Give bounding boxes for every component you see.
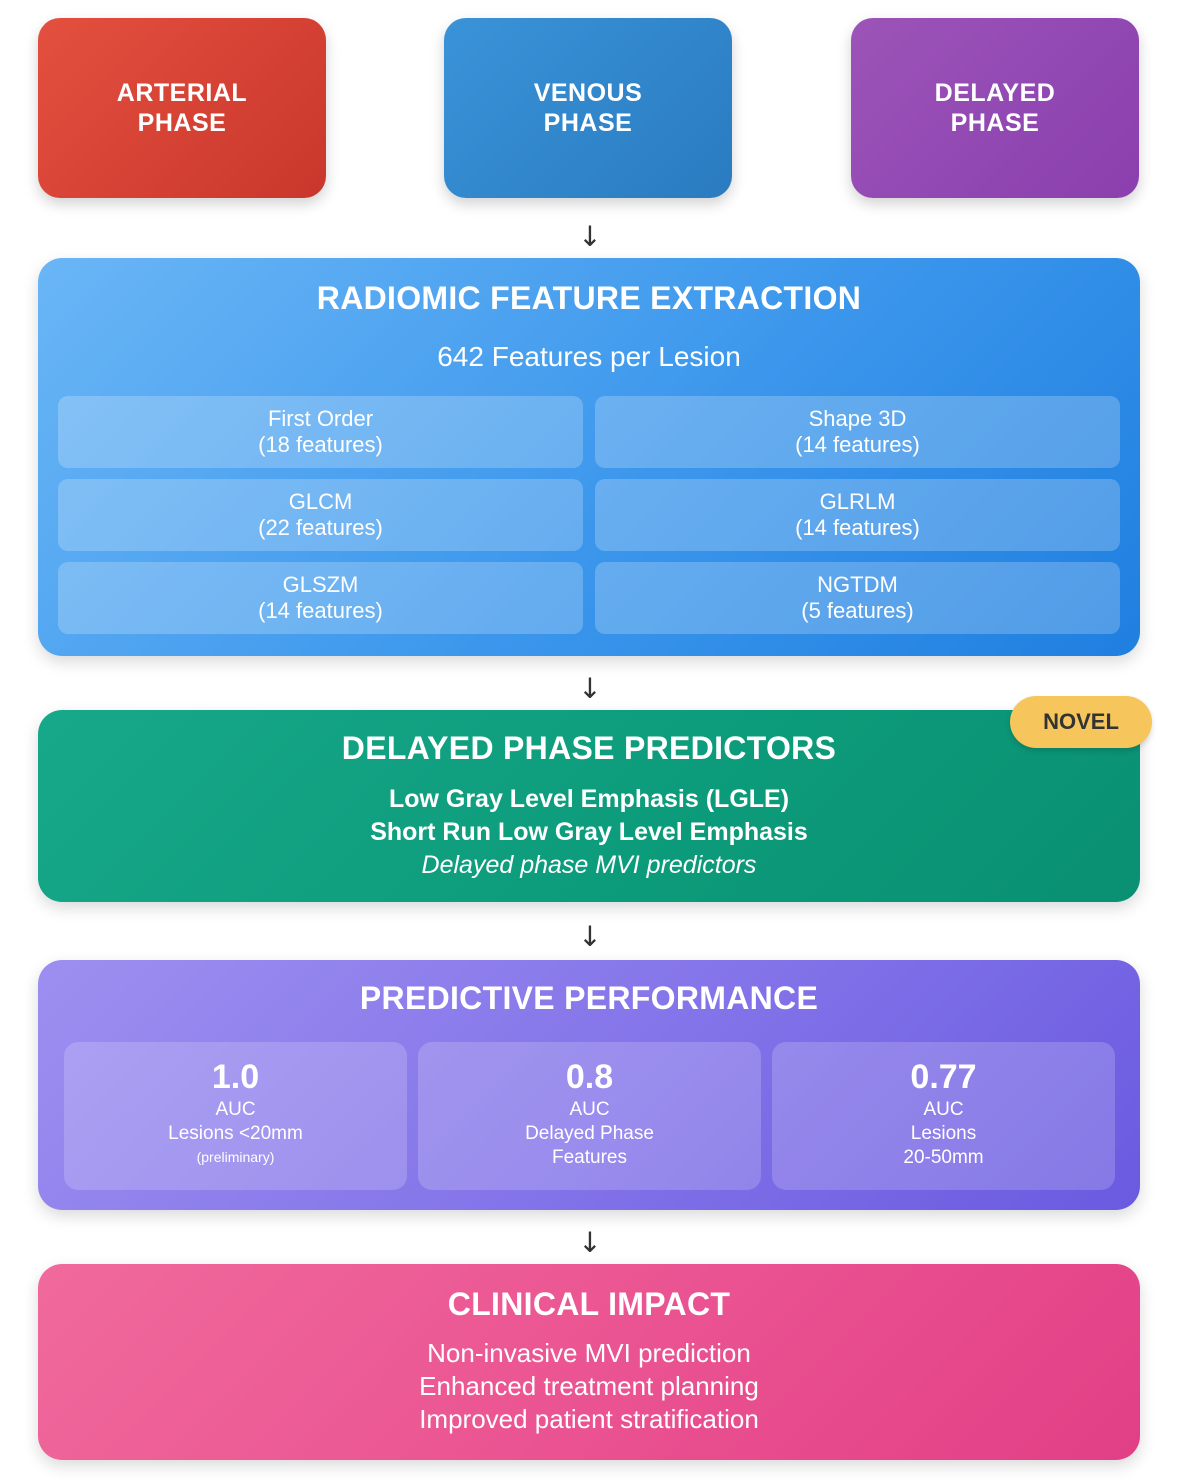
metric-value: 0.8 [565,1058,614,1096]
feature-cell: GLSZM (14 features) [58,562,583,634]
feature-name: GLRLM [819,489,896,514]
predictor-srlgle: Short Run Low Gray Level Emphasis [370,818,808,846]
metric-label: Lesions <20mm [168,1123,303,1144]
metric-row: 1.0 AUC Lesions <20mm (preliminary) 0.8 … [64,1042,1115,1190]
metric-card: 0.8 AUC Delayed Phase Features [418,1042,761,1190]
feature-count: (5 features) [801,598,914,623]
clinical-impact-block: CLINICAL IMPACT Non-invasive MVI predict… [38,1264,1140,1460]
feature-name: First Order [267,406,374,431]
feature-cell: NGTDM (5 features) [595,562,1120,634]
impact-item: Improved patient stratification [419,1404,759,1434]
impact-item: Enhanced treatment planning [419,1371,759,1401]
feature-name: GLCM [288,489,353,514]
arterial-phase-box: ARTERIAL PHASE [38,18,326,198]
feature-grid: First Order (18 features) Shape 3D (14 f… [58,396,1120,634]
down-arrow-icon: ↓ [578,672,602,705]
metric-label: AUC [923,1099,964,1120]
predictive-performance-block: PREDICTIVE PERFORMANCE 1.0 AUC Lesions <… [38,960,1140,1210]
venous-phase-box: VENOUS PHASE [444,18,732,198]
metric-card: 0.77 AUC Lesions 20-50mm [772,1042,1115,1190]
down-arrow-icon: ↓ [578,1226,602,1259]
metric-label: Features [552,1147,627,1168]
metric-label: AUC [215,1099,256,1120]
feature-count: (22 features) [258,515,383,540]
arterial-phase-label-line2: PHASE [137,109,227,137]
impact-title: CLINICAL IMPACT [447,1286,731,1322]
metric-label: Lesions [910,1123,977,1144]
feature-count: (18 features) [258,432,383,457]
down-arrow-icon: ↓ [578,920,602,953]
impact-item: Non-invasive MVI prediction [427,1338,751,1368]
feature-name: NGTDM [817,572,898,597]
venous-phase-label-line1: VENOUS [533,79,643,107]
predictors-caption: Delayed phase MVI predictors [421,851,757,879]
delayed-phase-box: DELAYED PHASE [851,18,1139,198]
feature-cell: Shape 3D (14 features) [595,396,1120,468]
metric-label: 20-50mm [903,1147,984,1168]
feature-count: (14 features) [795,432,920,457]
feature-cell: First Order (18 features) [58,396,583,468]
feature-cell: GLRLM (14 features) [595,479,1120,551]
novel-badge: NOVEL [1010,696,1152,748]
feature-cell: GLCM (22 features) [58,479,583,551]
feature-name: Shape 3D [808,406,907,431]
metric-value: 1.0 [211,1058,260,1096]
metric-note: (preliminary) [196,1149,275,1165]
feature-count: (14 features) [795,515,920,540]
down-arrow-icon: ↓ [578,220,602,253]
feature-count: (14 features) [258,598,383,623]
feature-name: GLSZM [282,572,359,597]
performance-title: PREDICTIVE PERFORMANCE [359,980,819,1016]
arterial-phase-label-line1: ARTERIAL [116,79,248,107]
venous-phase-label-line2: PHASE [543,109,633,137]
delayed-phase-label-line2: PHASE [950,109,1040,137]
delayed-phase-label-line1: DELAYED [934,79,1056,107]
metric-card: 1.0 AUC Lesions <20mm (preliminary) [64,1042,407,1190]
radiomic-title: RADIOMIC FEATURE EXTRACTION [316,280,862,316]
metric-value: 0.77 [910,1058,977,1096]
delayed-predictors-block: NOVEL DELAYED PHASE PREDICTORS Low Gray … [38,696,1152,902]
metric-label: Delayed Phase [525,1123,654,1144]
metric-label: AUC [569,1099,610,1120]
radiomic-extraction-block: RADIOMIC FEATURE EXTRACTION 642 Features… [38,258,1140,656]
predictors-title: DELAYED PHASE PREDICTORS [341,730,837,766]
radiomic-subtitle: 642 Features per Lesion [437,341,741,372]
predictor-lgle: Low Gray Level Emphasis (LGLE) [388,785,790,813]
